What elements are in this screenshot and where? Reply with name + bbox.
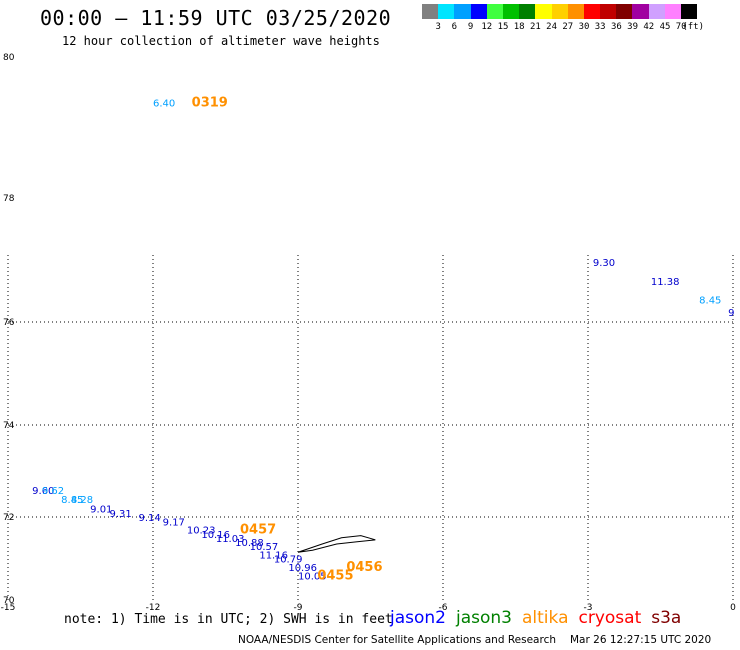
color-scale-legend: [422, 4, 698, 20]
wave-height-label: 9.14: [139, 513, 161, 524]
satellite-legend-item: cryosat: [578, 608, 642, 628]
wave-height-label: 10.57: [250, 542, 279, 553]
wave-height-label: 10.23: [187, 526, 216, 537]
legend-swatch: [470, 4, 487, 19]
latitude-tick-label: 80: [3, 53, 15, 63]
legend-swatch: [681, 4, 698, 19]
wave-height-label: 9.60: [32, 486, 54, 497]
wave-height-label: 10.05: [298, 571, 327, 582]
legend-tick-label: 36: [610, 22, 622, 32]
wave-height-label: 11.16: [259, 551, 288, 562]
latitude-tick-label: 74: [3, 421, 15, 431]
legend-swatch: [567, 4, 584, 19]
legend-unit-label: (ft): [682, 22, 705, 32]
wave-height-label: 11.38: [651, 277, 680, 288]
legend-tick-label: 21: [529, 22, 541, 32]
legend-tick-label: 27: [562, 22, 574, 32]
legend-tick-label: 33: [594, 22, 606, 32]
legend-swatch: [502, 4, 520, 19]
longitude-tick-label: -15: [1, 603, 16, 613]
satellite-legend-item: jason2: [390, 608, 446, 628]
latitude-tick-label: 72: [3, 513, 14, 523]
wave-height-label: 8.45: [61, 495, 83, 506]
pass-time-label: 0457: [240, 523, 276, 538]
satellite-legend: jason2 jason3 altika cryosat s3a: [390, 608, 691, 628]
legend-tick-label: 15: [497, 22, 509, 32]
wave-height-label: 9: [728, 308, 734, 319]
latitude-tick-label: 76: [3, 318, 15, 328]
legend-tick-label: 30: [578, 22, 590, 32]
footer: NOAA/NESDIS Center for Satellite Applica…: [238, 634, 711, 646]
pass-time-label: 0319: [192, 95, 228, 110]
legend-tick-label: 6: [451, 22, 458, 32]
wave-height-label: 10.88: [235, 538, 264, 549]
page-title: 00:00 – 11:59 UTC 03/25/2020: [40, 6, 392, 30]
latitude-tick-label: 78: [3, 194, 15, 204]
legend-swatch: [616, 4, 633, 19]
map-note: note: 1) Time is in UTC; 2) SWH is in fe…: [64, 612, 393, 627]
satellite-legend-item: jason3: [456, 608, 512, 628]
wave-height-label: 9.17: [163, 517, 185, 528]
legend-tick-label: 45: [659, 22, 671, 32]
pass-time-label: 0456: [346, 560, 382, 575]
legend-tick-label: 18: [513, 22, 525, 32]
legend-tick-label: 39: [627, 22, 639, 32]
legend-swatch: [600, 4, 617, 19]
wave-height-label: 6.40: [153, 98, 175, 109]
legend-tick-label: 42: [643, 22, 655, 32]
longitude-tick-label: 0: [730, 603, 736, 613]
wave-height-label: 9.30: [593, 258, 615, 269]
wave-height-label: 11.03: [216, 534, 245, 545]
legend-swatch: [454, 4, 471, 19]
legend-swatch: [519, 4, 536, 19]
longitude-tick-label: -9: [294, 603, 303, 613]
legend-tick-label: 9: [467, 22, 474, 32]
wave-height-label: 10.79: [274, 555, 303, 566]
legend-tick-label: 3: [435, 22, 441, 32]
wave-height-label: 9.62: [42, 486, 64, 497]
wave-height-label: 8.28: [71, 495, 93, 506]
wave-height-label: 9.31: [110, 509, 132, 520]
footer-credit: NOAA/NESDIS Center for Satellite Applica…: [238, 634, 556, 646]
legend-swatch: [632, 4, 649, 19]
legend-swatch: [551, 4, 568, 19]
longitude-tick-label: -3: [584, 603, 593, 613]
legend-swatch: [438, 4, 455, 19]
legend-swatch: [486, 4, 503, 19]
wave-height-label: 10.16: [201, 530, 230, 541]
latitude-tick-label: 70: [3, 596, 15, 606]
legend-swatch: [583, 4, 601, 19]
satellite-legend-item: altika: [522, 608, 569, 628]
pass-time-label: 0455: [317, 568, 353, 583]
legend-swatch: [535, 4, 552, 19]
longitude-tick-label: -12: [146, 603, 161, 613]
wave-height-label: 10.96: [288, 563, 317, 574]
page-subtitle: 12 hour collection of altimeter wave hei…: [62, 34, 380, 48]
wave-height-label: 8.45: [699, 295, 721, 306]
legend-swatch: [664, 4, 681, 19]
island-coastline: [297, 535, 376, 553]
legend-tick-label: 12: [481, 22, 493, 32]
legend-swatch: [422, 4, 439, 19]
longitude-tick-label: -6: [439, 603, 448, 613]
legend-tick-label: 24: [546, 22, 558, 32]
wave-height-label: 9.01: [90, 504, 112, 515]
satellite-legend-item: s3a: [651, 608, 682, 628]
footer-timestamp: Mar 26 12:27:15 UTC 2020: [570, 634, 712, 646]
legend-swatch: [648, 4, 665, 19]
legend-tick-label: 70: [675, 22, 687, 32]
